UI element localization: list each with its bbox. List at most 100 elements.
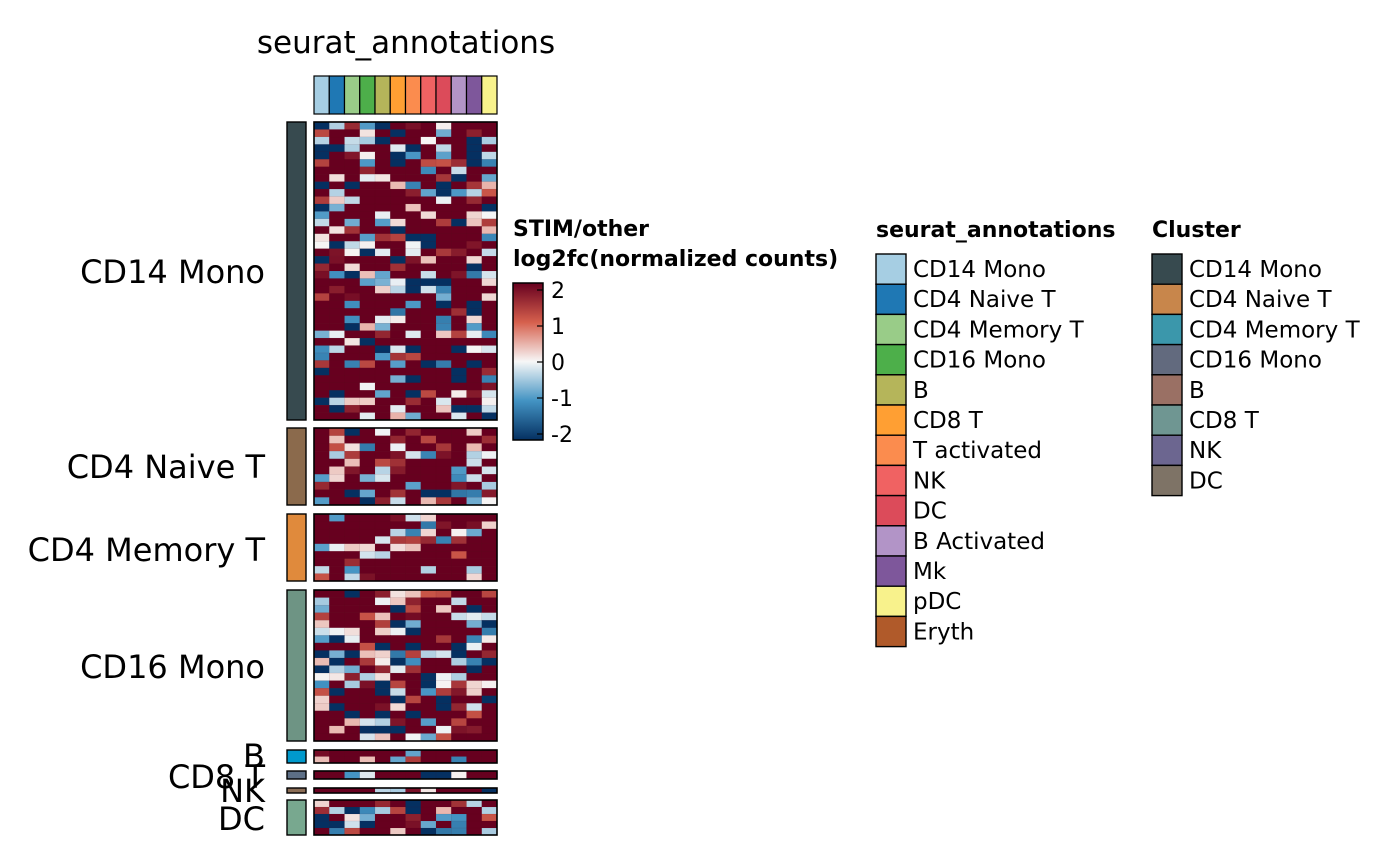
heatmap-cell (451, 285, 467, 294)
row-annotation-bars (286, 121, 307, 836)
heatmap-cell (329, 513, 345, 522)
heatmap-cell (405, 536, 422, 545)
heatmap-body (313, 121, 498, 836)
heatmap-cell (390, 642, 406, 651)
heatmap-cell (329, 270, 345, 279)
heatmap-cell (405, 642, 422, 651)
heatmap-cell (481, 367, 498, 376)
legend-label: CD8 T (1189, 408, 1260, 434)
heatmap-cell (313, 390, 330, 399)
heatmap-cell (466, 627, 483, 636)
heatmap-cell (313, 330, 330, 339)
heatmap-cell (329, 345, 345, 354)
heatmap-cell (405, 352, 422, 361)
heatmap-cell (344, 248, 361, 257)
color-scale-title-line2: log2fc(normalized counts) (513, 247, 838, 272)
heatmap-cell (481, 315, 498, 324)
heatmap-cell (481, 255, 498, 264)
heatmap-cell (359, 665, 376, 674)
heatmap-cell (435, 367, 452, 376)
heatmap-cell (313, 285, 330, 294)
heatmap-cell (359, 481, 376, 491)
heatmap-cell (344, 551, 361, 560)
heatmap-cell (435, 181, 452, 190)
heatmap-cell (359, 650, 376, 659)
heatmap-cell (359, 278, 376, 287)
heatmap-cell (420, 323, 437, 332)
heatmap-cell (451, 558, 467, 567)
row-annotation-cell (286, 121, 307, 421)
heatmap-cell (313, 604, 330, 614)
heatmap-cell (344, 211, 361, 220)
heatmap-cell (359, 315, 376, 324)
heatmap-cell (344, 278, 361, 287)
legend-label: DC (913, 499, 947, 525)
heatmap-cell (405, 255, 422, 264)
heatmap-cell (359, 218, 376, 227)
heatmap-cell (313, 657, 330, 666)
heatmap-cell (390, 330, 406, 339)
heatmap-cell (313, 718, 330, 727)
heatmap-cell (313, 820, 330, 829)
heatmap-cell (313, 536, 330, 545)
heatmap-cell (329, 278, 345, 287)
heatmap-cell (420, 710, 437, 719)
column-annotation-bar (313, 75, 498, 115)
heatmap-cell (481, 226, 498, 235)
heatmap-cell (451, 543, 467, 552)
heatmap-cell (481, 450, 498, 460)
heatmap-cell (466, 136, 483, 145)
heatmap-cell (435, 573, 452, 582)
heatmap-cell (451, 352, 467, 361)
heatmap-cell (359, 136, 376, 145)
heatmap-cell (466, 345, 483, 354)
heatmap-cell (329, 315, 345, 324)
heatmap-cell (344, 136, 361, 145)
color-scale-tick-label: -2 (551, 423, 573, 448)
heatmap-cell (374, 521, 391, 530)
column-annotation-cell (313, 75, 330, 115)
heatmap-cell (481, 650, 498, 659)
heatmap-cell (344, 241, 361, 250)
heatmap-cell (359, 323, 376, 332)
heatmap-cell (329, 174, 345, 183)
heatmap-cell (420, 300, 437, 309)
heatmap-cell (451, 427, 467, 437)
heatmap-cell (374, 226, 391, 235)
heatmap-cell (329, 589, 345, 598)
legend-swatch (875, 555, 907, 587)
heatmap-cell (344, 174, 361, 183)
heatmap-cell (329, 159, 345, 168)
heatmap-cell (451, 278, 467, 287)
heatmap-cell (481, 330, 498, 339)
heatmap-cell (420, 489, 437, 498)
heatmap-cell (390, 665, 406, 674)
heatmap-cell (359, 458, 376, 467)
heatmap-cell (481, 573, 498, 582)
heatmap-cell (313, 627, 330, 636)
heatmap-cell (313, 196, 330, 205)
heatmap-cell (420, 450, 437, 460)
heatmap-cell (451, 635, 467, 644)
heatmap-cell (420, 718, 437, 727)
heatmap-cell (405, 521, 422, 530)
heatmap-cell (344, 489, 361, 498)
heatmap-cell (313, 458, 330, 467)
heatmap-cell (481, 382, 498, 391)
heatmap-cell (451, 528, 467, 537)
heatmap-cell (405, 733, 422, 742)
heatmap-cell (420, 360, 437, 369)
heatmap-cell (435, 672, 452, 682)
heatmap-cell (405, 174, 422, 183)
heatmap-cell (466, 551, 483, 560)
heatmap-cell (451, 604, 467, 614)
heatmap-cell (481, 375, 498, 384)
heatmap-cell (374, 151, 391, 160)
heatmap-cell (329, 799, 345, 808)
heatmap-cell (405, 151, 422, 160)
heatmap-cell (420, 218, 437, 227)
heatmap-cell (390, 233, 406, 242)
heatmap-cell (466, 330, 483, 339)
legend-swatch (875, 313, 907, 346)
heatmap-cell (481, 703, 498, 712)
